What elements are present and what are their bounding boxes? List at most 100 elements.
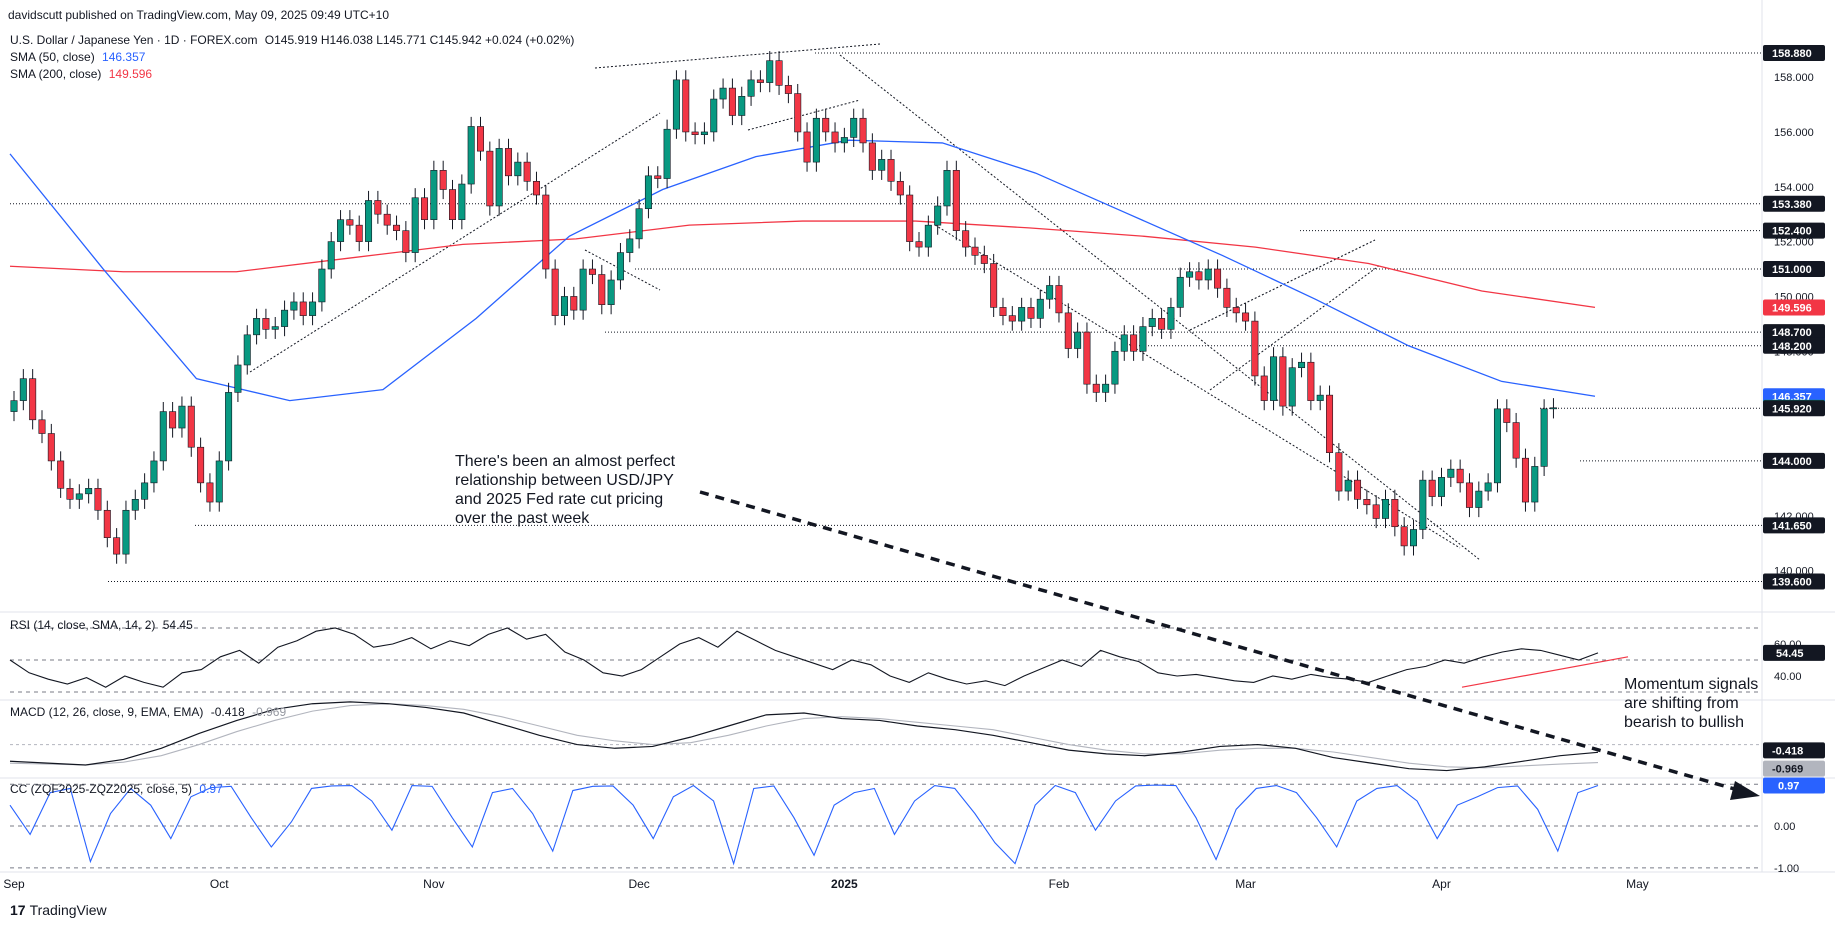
candle [122,509,130,555]
trendline [1209,264,1381,391]
candle [840,137,848,144]
sma200-legend[interactable]: SMA (200, close) 149.596 [10,67,152,81]
tradingview-footer[interactable]: 17 TradingView [10,902,107,918]
candle [1391,499,1399,528]
candle [887,159,895,182]
candle [859,117,867,144]
x-tick-label: May [1626,877,1649,891]
candle [1120,334,1128,352]
cc-value: 0.97 [199,782,223,796]
candle [243,334,251,366]
price-tag-bg [1763,324,1825,341]
candle [1102,383,1110,393]
candle [10,400,18,412]
rsi-tag-bg [1763,644,1825,661]
candle [700,131,708,135]
macd-tag-bg [1763,742,1825,759]
price-tag-bg [1763,573,1825,590]
candle [439,170,447,190]
candle [187,405,195,448]
x-tick-label: Feb [1049,877,1070,891]
candle [924,224,932,248]
candle [1092,383,1100,393]
cc-tick-label: -1.00 [1774,863,1799,875]
candle [486,150,494,207]
candle [337,219,345,242]
trendline [249,112,661,373]
candle [234,364,242,393]
candle [971,246,979,256]
candle [1410,529,1418,547]
candle [1260,375,1268,401]
candle [38,419,46,434]
macd-tag-label: -0.418 [1772,745,1803,757]
annotation-main: There's been an almost perfect relations… [455,453,676,527]
candle [1307,361,1315,401]
symbol-ohlc: O145.919 H146.038 L145.771 C145.942 +0.0… [264,33,575,47]
candle [672,79,680,130]
candle [19,378,27,401]
cc-label: CC (ZQF2025-ZQZ2025, close, 5) [10,782,193,796]
candle [1335,452,1343,492]
macd-tag: -0.969 [1763,760,1825,777]
candle [962,230,970,248]
candle [197,446,205,484]
candle [766,60,774,83]
candle [1428,479,1436,497]
candle [1223,287,1231,308]
candle [1167,307,1175,330]
rsi-line [9,627,1599,688]
candle [878,159,886,171]
symbol-legend[interactable]: U.S. Dollar / Japanese Yen · 1D · FOREX.… [10,33,574,47]
candle [831,131,839,144]
candle [532,180,540,196]
cc-legend[interactable]: CC (ZQF2025-ZQZ2025, close, 5) 0.97 [10,782,223,796]
rsi-tag-label: 54.45 [1776,648,1804,660]
tradingview-logo-icon: 17 [10,902,26,918]
candle [1344,479,1352,492]
cc-tick-label: 0.00 [1774,821,1795,833]
candle [803,131,811,163]
price-tag-label: 141.650 [1772,520,1812,532]
candle [523,161,531,182]
candle [654,175,662,179]
candle [309,301,317,316]
candle [1055,285,1063,314]
candle [980,255,988,264]
price-tag-bg [1763,337,1825,354]
candle [421,197,429,220]
candle [1027,307,1035,319]
candle [747,79,755,97]
candle [393,224,401,231]
sma50-label: SMA (50, close) [10,50,95,64]
candle [934,205,942,226]
candle [1316,394,1324,401]
price-tag-label: 149.596 [1772,303,1812,315]
candle [346,219,354,226]
price-tag-158.880: 158.880 [1763,44,1825,61]
price-tag-label: 145.920 [1772,403,1812,415]
sma50-line [9,139,1596,402]
rsi-tag: 54.45 [1763,644,1825,661]
candle [1521,457,1529,503]
candle [374,200,382,215]
x-tick-label: Sep [3,877,25,891]
candle [999,307,1007,316]
rsi-value: 54.45 [162,618,193,632]
candle [850,117,858,138]
cc-tag: 0.97 [1763,777,1825,794]
candle [896,180,904,196]
macd-line [9,701,1599,772]
candle [1186,271,1194,278]
candle [1531,466,1539,503]
candle [1232,307,1240,314]
candle [281,309,289,327]
price-tag-label: 151.000 [1772,264,1812,276]
sma50-legend[interactable]: SMA (50, close) 146.357 [10,50,145,64]
candle [514,161,522,177]
macd-legend[interactable]: MACD (12, 26, close, 9, EMA, EMA) -0.418… [10,705,286,719]
candle [47,433,55,462]
rsi-legend[interactable]: RSI (14, close, SMA, 14, 2) 54.45 [10,618,193,632]
price-tag-148.700: 148.700 [1763,324,1825,341]
